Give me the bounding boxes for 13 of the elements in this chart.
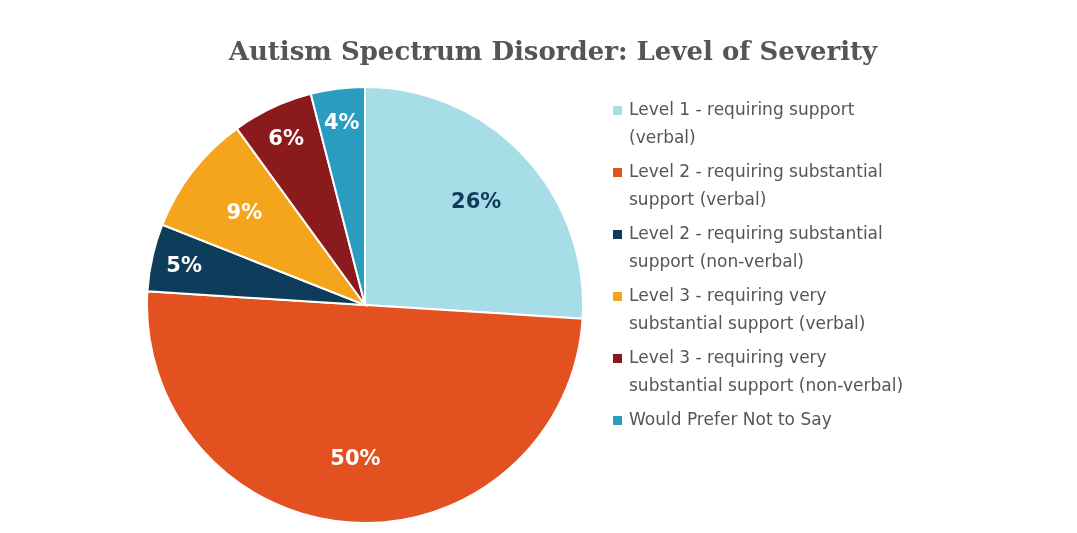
chart-title: Autism Spectrum Disorder: Level of Severity: [227, 36, 879, 66]
legend-label: Level 1 - requiring support (verbal): [629, 99, 855, 147]
legend-label: Level 3 - requiring very substantial support (non-verbal): [629, 347, 904, 395]
data-label: 4%: [323, 109, 360, 134]
data-label: 5%: [166, 252, 202, 277]
data-label: 26%: [451, 188, 502, 213]
legend-label: Would Prefer Not to Say: [629, 409, 832, 429]
data-label: 50%: [330, 445, 381, 470]
legend-label: Level 2 - requiring substantial support (non-verbal): [629, 223, 883, 271]
data-label: 6%: [268, 125, 304, 150]
data-label: 9%: [226, 199, 263, 224]
legend-label: Level 3 - requiring very substantial support (verbal): [629, 285, 866, 333]
legend-label: Level 2 - requiring substantial support (verbal): [629, 161, 883, 209]
